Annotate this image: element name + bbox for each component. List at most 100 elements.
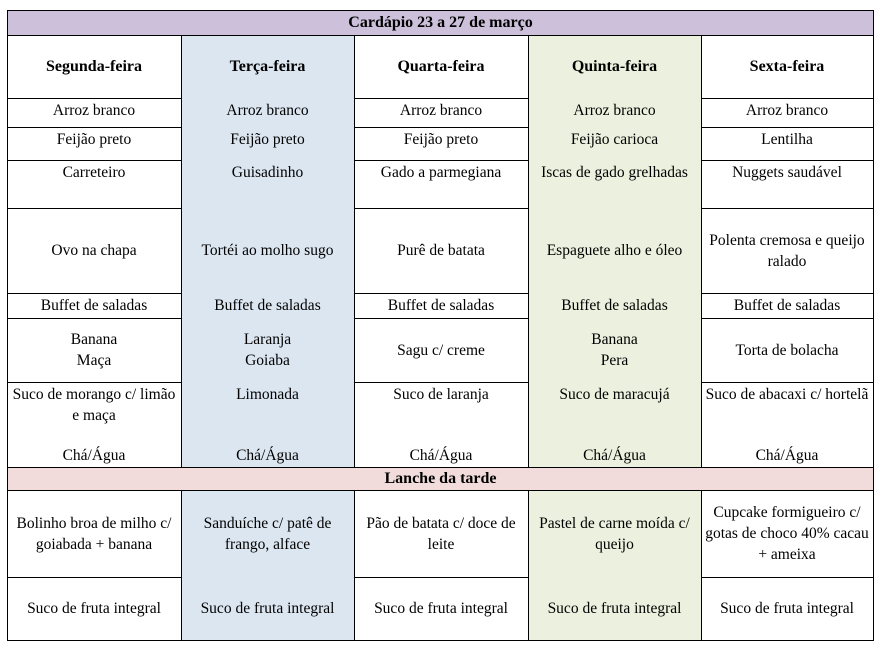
column-divider xyxy=(528,490,529,641)
menu-cell: Sagu c/ creme xyxy=(354,318,528,382)
menu-cell: Feijão preto xyxy=(181,127,354,160)
menu-cell: Guisadinho xyxy=(181,160,354,208)
lunch-side-text: Espaguete alho e óleo xyxy=(546,242,683,259)
menu-cell: Buffet de saladas xyxy=(354,293,528,318)
menu-cell: Suco de fruta integral xyxy=(7,577,181,640)
lunch-meat-text: Nuggets saudável xyxy=(732,164,842,181)
menu-cell: Buffet de saladas xyxy=(701,293,873,318)
menu-cell: Arroz branco xyxy=(7,98,181,127)
menu-cell: Suco de morango c/ limão e maça Chá/Água xyxy=(7,382,181,467)
column-divider xyxy=(7,35,8,467)
lunch-juice-text: Suco de laranja xyxy=(393,386,489,403)
lunch-juice-text: Suco de maracujá xyxy=(559,386,670,403)
menu-cell: Feijão carioca xyxy=(528,127,701,160)
menu-cell: Sanduíche c/ patê de frango, alface xyxy=(181,490,354,577)
snack-food-text: Cupcake formigueiro c/ gotas de choco 40… xyxy=(705,504,869,563)
snack-juice-text: Suco de fruta integral xyxy=(200,600,335,617)
lunch-dessert-text: Laranja Goiaba xyxy=(243,331,292,369)
lunch-beans-text: Feijão preto xyxy=(403,131,479,148)
menu-cell: Suco de maracujá Chá/Água xyxy=(528,382,701,467)
lunch-dessert-text: Banana Pera xyxy=(591,331,638,369)
column-divider xyxy=(701,490,702,641)
lunch-dessert-text: Sagu c/ creme xyxy=(397,341,485,359)
lunch-juice-text: Suco de abacaxi c/ hortelã xyxy=(705,386,869,403)
tuesday-snack-bg xyxy=(181,490,354,640)
lunch-salad-text: Buffet de saladas xyxy=(387,297,495,314)
menu-cell: Limonada Chá/Água xyxy=(181,382,354,467)
drink-text: Chá/Água xyxy=(409,447,473,464)
tuesday-column-bg xyxy=(181,35,354,467)
snack-food-text: Pastel de carne moída c/ queijo xyxy=(539,514,690,553)
column-divider xyxy=(354,490,355,641)
column-divider xyxy=(181,490,182,641)
menu-cell: Espaguete alho e óleo xyxy=(528,208,701,293)
lunch-dessert-text: Torta de bolacha xyxy=(735,341,839,359)
row-divider xyxy=(7,160,182,161)
menu-cell: Lentilha xyxy=(701,127,873,160)
menu-cell: Pão de batata c/ doce de leite xyxy=(354,490,528,577)
row-divider xyxy=(7,577,182,578)
menu-cell: Polenta cremosa e queijo ralado xyxy=(701,208,873,293)
lunch-rice-text: Arroz branco xyxy=(573,102,656,119)
row-divider xyxy=(701,318,874,319)
lunch-side-text: Purê de batata xyxy=(397,242,485,259)
lunch-beans-text: Lentilha xyxy=(761,131,813,148)
days-text: Quinta-feira xyxy=(571,58,658,75)
lunch-rice-text: Arroz branco xyxy=(52,102,136,119)
row-divider xyxy=(7,382,182,383)
lunch-side-text: Ovo na chapa xyxy=(51,242,137,259)
drink-text: Chá/Água xyxy=(62,447,126,464)
row-divider xyxy=(701,293,874,294)
menu-cell: Torta de bolacha xyxy=(701,318,873,382)
lunch-meat-text: Gado a parmegiana xyxy=(380,164,502,181)
column-divider xyxy=(873,490,874,641)
lunch-salad-text: Buffet de saladas xyxy=(214,297,321,314)
menu-cell: Arroz branco xyxy=(701,98,873,127)
menu-cell: Quarta-feira xyxy=(354,35,528,98)
row-divider xyxy=(354,160,529,161)
menu-cell: Nuggets saudável xyxy=(701,160,873,208)
menu-cell: Iscas de gado grelhadas xyxy=(528,160,701,208)
menu-cell: Ovo na chapa xyxy=(7,208,181,293)
menu-cell: Bolinho broa de milho c/ goiabada + bana… xyxy=(7,490,181,577)
lunch-side-text: Polenta cremosa e queijo ralado xyxy=(709,231,865,270)
menu-cell: Cupcake formigueiro c/ gotas de choco 40… xyxy=(701,490,873,577)
lunch-rice-text: Arroz branco xyxy=(226,102,309,119)
drink-text: Chá/Água xyxy=(755,447,819,464)
menu-cell: Arroz branco xyxy=(528,98,701,127)
row-divider xyxy=(701,98,874,99)
lunch-salad-text: Buffet de saladas xyxy=(561,297,668,314)
days-text: Sexta-feira xyxy=(749,58,825,75)
column-divider xyxy=(181,35,182,467)
menu-cell: Sexta-feira xyxy=(701,35,873,98)
menu-cell: Arroz branco xyxy=(181,98,354,127)
lunch-juice-text: Limonada xyxy=(236,386,299,403)
row-divider xyxy=(701,160,874,161)
lunch-beans-text: Feijão carioca xyxy=(570,131,659,148)
menu-cell: Suco de abacaxi c/ hortelã Chá/Água xyxy=(701,382,873,467)
row-divider xyxy=(354,382,529,383)
lunch-salad-text: Buffet de saladas xyxy=(733,297,841,314)
menu-cell: Suco de fruta integral xyxy=(354,577,528,640)
lunch-beans-text: Feijão preto xyxy=(230,131,305,148)
menu-cell: Buffet de saladas xyxy=(528,293,701,318)
lunch-rice-text: Arroz branco xyxy=(399,102,483,119)
menu-cell: Buffet de saladas xyxy=(181,293,354,318)
lunch-meat-text: Iscas de gado grelhadas xyxy=(541,164,688,181)
lunch-side-text: Tortéi ao molho sugo xyxy=(201,242,334,259)
snack-juice-text: Suco de fruta integral xyxy=(27,600,161,617)
days-text: Segunda-feira xyxy=(46,58,142,75)
thursday-column-bg xyxy=(528,35,701,467)
snack-juice-text: Suco de fruta integral xyxy=(720,600,854,617)
row-divider xyxy=(7,98,182,99)
lunch-meat-text: Carreteiro xyxy=(62,164,126,181)
menu-cell: Banana Maça xyxy=(7,318,181,382)
lunch-meat-text: Guisadinho xyxy=(231,164,304,181)
lunch-juice-text: Suco de morango c/ limão e maça xyxy=(12,386,176,424)
menu-cell: Laranja Goiaba xyxy=(181,318,354,382)
column-divider xyxy=(7,490,8,641)
menu-cell: Suco de fruta integral xyxy=(528,577,701,640)
row-divider xyxy=(354,208,529,209)
row-divider xyxy=(701,382,874,383)
row-divider xyxy=(7,127,182,128)
